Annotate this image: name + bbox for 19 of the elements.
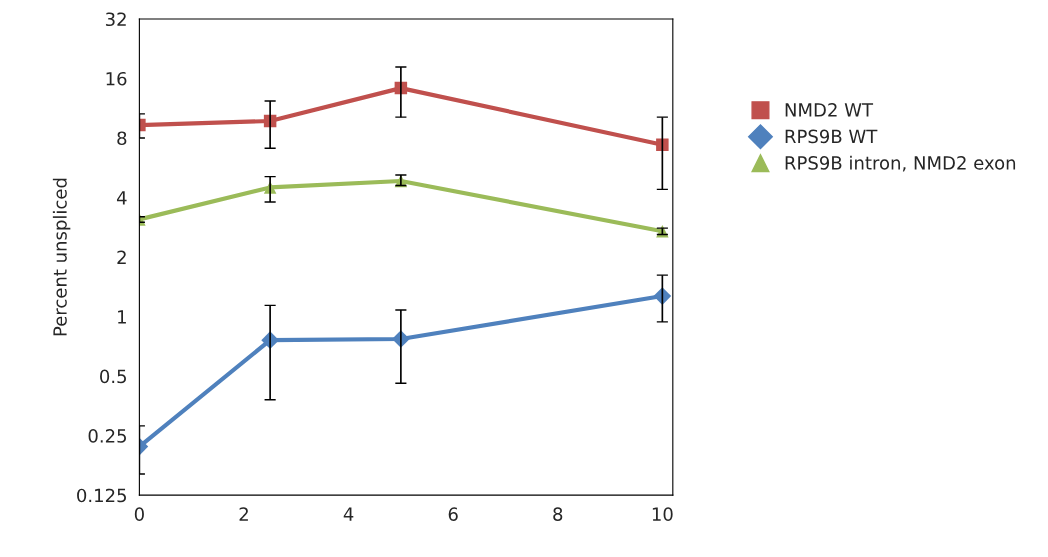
x-tick-label: 4 xyxy=(343,507,354,521)
x-tick-label: 0 xyxy=(134,507,144,521)
legend-label: RPS9B intron, NMD2 exon xyxy=(785,155,1016,172)
y-tick-label: 2 xyxy=(117,250,126,264)
y-tick-label: 0.125 xyxy=(77,488,126,503)
x-tick-label: 10 xyxy=(652,507,673,521)
y-tick-label: 1 xyxy=(118,310,126,324)
y-axis-title: Percent unspliced xyxy=(52,178,71,336)
y-tick-label: 8 xyxy=(117,131,127,146)
legend-label: NMD2 WT xyxy=(785,103,874,117)
y-tick-label: 4 xyxy=(116,191,127,205)
x-tick-label: 6 xyxy=(448,507,458,521)
y-tick-label: 16 xyxy=(106,71,127,86)
legend-label: RPS9B WT xyxy=(785,129,878,144)
y-tick-label: 32 xyxy=(105,12,126,27)
x-tick-label: 8 xyxy=(553,507,563,521)
y-tick-label: 0.25 xyxy=(88,429,126,443)
x-tick-label: 2 xyxy=(239,507,248,521)
y-tick-label: 0.5 xyxy=(100,369,126,384)
